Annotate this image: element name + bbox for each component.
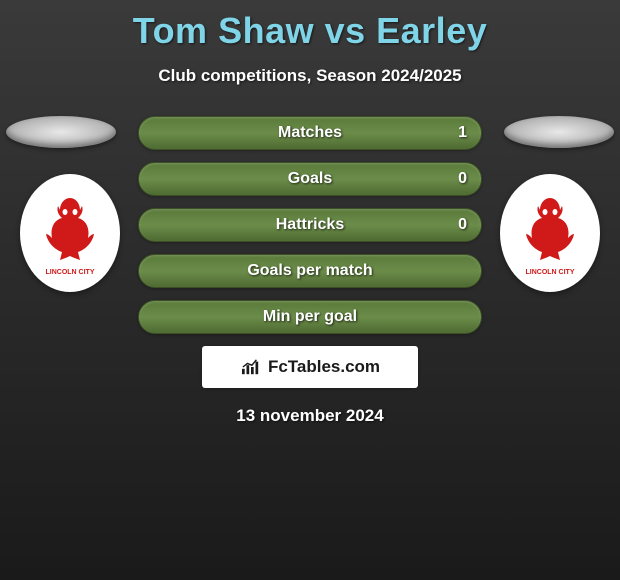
club-badge-right: LINCOLN CITY <box>500 174 600 292</box>
club-badge-left: LINCOLN CITY <box>20 174 120 292</box>
stat-row-goals: Goals 0 <box>138 162 482 196</box>
player-right-platform <box>504 116 614 148</box>
player-left-platform <box>6 116 116 148</box>
stat-right-value: 0 <box>458 170 467 188</box>
stat-label: Goals <box>288 170 332 188</box>
imp-badge-icon: LINCOLN CITY <box>510 186 590 281</box>
stat-label: Matches <box>278 124 342 142</box>
stats-list: Matches 1 Goals 0 Hattricks 0 Goals per … <box>138 116 482 334</box>
stat-label: Min per goal <box>263 308 357 326</box>
stat-row-matches: Matches 1 <box>138 116 482 150</box>
subtitle: Club competitions, Season 2024/2025 <box>0 66 620 86</box>
branding-box[interactable]: FcTables.com <box>202 346 418 388</box>
imp-badge-icon: LINCOLN CITY <box>30 186 110 281</box>
page-title: Tom Shaw vs Earley <box>0 0 620 52</box>
stat-row-mpg: Min per goal <box>138 300 482 334</box>
stat-label: Hattricks <box>276 216 344 234</box>
stat-row-gpm: Goals per match <box>138 254 482 288</box>
date-label: 13 november 2024 <box>0 406 620 426</box>
svg-text:LINCOLN CITY: LINCOLN CITY <box>46 269 95 276</box>
stat-right-value: 0 <box>458 216 467 234</box>
stat-row-hattricks: Hattricks 0 <box>138 208 482 242</box>
bar-chart-icon <box>240 358 262 376</box>
stat-right-value: 1 <box>458 124 467 142</box>
branding-text: FcTables.com <box>268 357 380 377</box>
svg-text:LINCOLN CITY: LINCOLN CITY <box>526 269 575 276</box>
comparison-panel: LINCOLN CITY LINCOLN CITY Matches 1 Goal… <box>0 116 620 426</box>
stat-label: Goals per match <box>247 262 372 280</box>
